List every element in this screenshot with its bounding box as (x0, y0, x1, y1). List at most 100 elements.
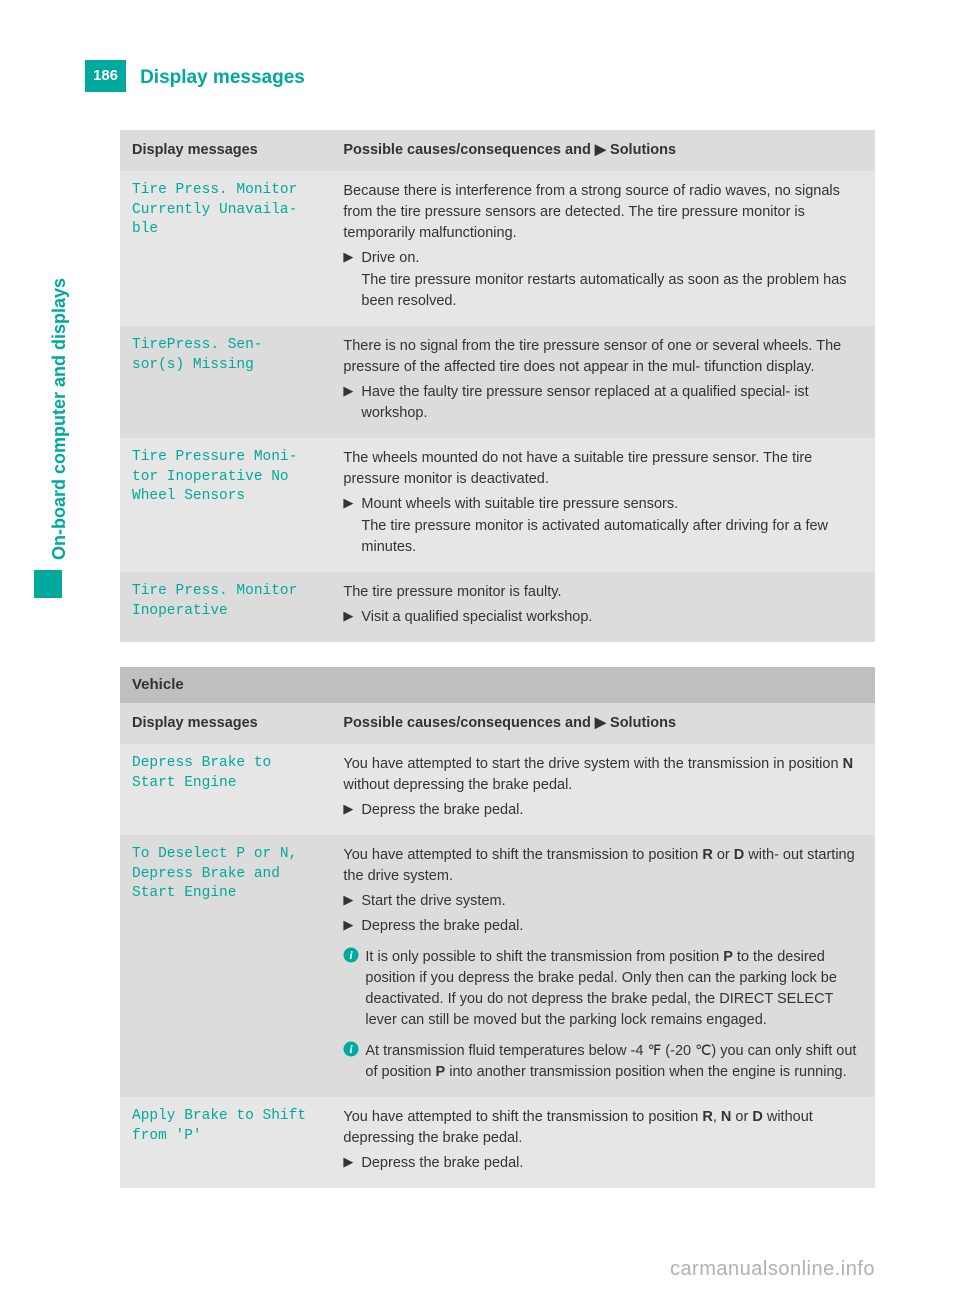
page-title: Display messages (130, 60, 315, 96)
table-row: Apply Brake to Shift from 'P' You have a… (120, 1097, 875, 1188)
side-label: On-board computer and displays (46, 278, 72, 560)
message-cell: Tire Press. Monitor Currently Unavaila‐ … (120, 171, 331, 326)
body-text: You have attempted to shift the transmis… (343, 1109, 702, 1125)
bullet-subtext: The tire pressure monitor is activated a… (361, 516, 863, 558)
info-icon: i (343, 1041, 365, 1083)
solution-cell: You have attempted to shift the transmis… (331, 835, 875, 1097)
solution-cell: Because there is interference from a str… (331, 171, 875, 326)
info-bold: P (723, 949, 733, 965)
solution-body: The tire pressure monitor is faulty. (343, 582, 863, 603)
bullet-item: ▶ Start the drive system. (343, 891, 863, 912)
bullet-arrow-icon: ▶ (343, 891, 361, 912)
body-bold: D (734, 847, 744, 863)
solution-cell: The wheels mounted do not have a suitabl… (331, 438, 875, 572)
bullet-item: ▶ Mount wheels with suitable tire pressu… (343, 494, 863, 515)
solutions-arrow-icon: ▶ (595, 715, 606, 731)
bullet-text: Start the drive system. (361, 891, 863, 912)
body-bold: R (702, 1109, 712, 1125)
bullet-arrow-icon: ▶ (343, 382, 361, 424)
bullet-item: ▶ Depress the brake pedal. (343, 1153, 863, 1174)
side-marker (34, 570, 62, 598)
message-cell: Tire Press. Monitor Inoperative (120, 572, 331, 642)
page-number: 186 (85, 60, 126, 92)
col-header-solutions: Possible causes/consequences and ▶ Solut… (331, 703, 875, 744)
table-row: TirePress. Sen‐ sor(s) Missing There is … (120, 326, 875, 438)
body-text: or (713, 847, 734, 863)
info-text-post: into another transmission position when … (445, 1064, 846, 1080)
table-header-row: Display messages Possible causes/consequ… (120, 703, 875, 744)
info-bold: P (436, 1064, 446, 1080)
header-text-pre: Possible causes/consequences and (343, 715, 594, 731)
bullet-item: ▶ Depress the brake pedal. (343, 800, 863, 821)
message-cell: Apply Brake to Shift from 'P' (120, 1097, 331, 1188)
solution-body: You have attempted to shift the transmis… (343, 845, 863, 887)
body-text: without depressing the brake pedal. (343, 777, 572, 793)
side-tab: On-board computer and displays (34, 190, 84, 600)
bullet-arrow-icon: ▶ (343, 248, 361, 269)
solution-body: Because there is interference from a str… (343, 181, 863, 244)
bullet-item: ▶ Have the faulty tire pressure sensor r… (343, 382, 863, 424)
body-bold: D (752, 1109, 762, 1125)
bullet-text: Drive on. (361, 248, 863, 269)
bullet-arrow-icon: ▶ (343, 607, 361, 628)
body-text: , (713, 1109, 721, 1125)
solutions-arrow-icon: ▶ (595, 142, 606, 158)
bullet-item: ▶ Drive on. (343, 248, 863, 269)
info-text-pre: It is only possible to shift the transmi… (365, 949, 723, 965)
body-bold: N (721, 1109, 731, 1125)
header-text-pre: Possible causes/consequences and (343, 142, 594, 158)
col-header-messages: Display messages (120, 703, 331, 744)
bullet-text: Visit a qualified specialist workshop. (361, 607, 863, 628)
header-text-post: Solutions (606, 715, 676, 731)
bullet-arrow-icon: ▶ (343, 1153, 361, 1174)
info-text: It is only possible to shift the transmi… (365, 947, 863, 1031)
col-header-messages: Display messages (120, 130, 331, 171)
body-text: You have attempted to start the drive sy… (343, 756, 842, 772)
message-cell: Tire Pressure Moni‐ tor Inoperative No W… (120, 438, 331, 572)
footer-watermark: carmanualsonline.info (670, 1255, 875, 1284)
solution-cell: You have attempted to shift the transmis… (331, 1097, 875, 1188)
bullet-text: Have the faulty tire pressure sensor rep… (361, 382, 863, 424)
table-row: Tire Pressure Moni‐ tor Inoperative No W… (120, 438, 875, 572)
info-item: i At transmission fluid temperatures bel… (343, 1041, 863, 1083)
table-row: Tire Press. Monitor Currently Unavaila‐ … (120, 171, 875, 326)
page-header: 186 Display messages (85, 60, 875, 90)
table-header-row: Display messages Possible causes/consequ… (120, 130, 875, 171)
messages-table-1: Display messages Possible causes/consequ… (120, 130, 875, 642)
solution-body: There is no signal from the tire pressur… (343, 336, 863, 378)
bullet-arrow-icon: ▶ (343, 494, 361, 515)
info-text: At transmission fluid temperatures below… (365, 1041, 863, 1083)
bullet-item: ▶ Depress the brake pedal. (343, 916, 863, 937)
message-cell: TirePress. Sen‐ sor(s) Missing (120, 326, 331, 438)
body-text: You have attempted to shift the transmis… (343, 847, 702, 863)
bullet-text: Mount wheels with suitable tire pressure… (361, 494, 863, 515)
table-row: Depress Brake to Start Engine You have a… (120, 744, 875, 835)
solution-cell: There is no signal from the tire pressur… (331, 326, 875, 438)
solution-body: You have attempted to start the drive sy… (343, 754, 863, 796)
solution-body: The wheels mounted do not have a suitabl… (343, 448, 863, 490)
bullet-text: Depress the brake pedal. (361, 800, 863, 821)
table-row: To Deselect P or N, Depress Brake and St… (120, 835, 875, 1097)
info-icon: i (343, 947, 365, 1031)
solution-body: You have attempted to shift the transmis… (343, 1107, 863, 1149)
body-text: or (731, 1109, 752, 1125)
body-bold: N (843, 756, 853, 772)
table-row: Tire Press. Monitor Inoperative The tire… (120, 572, 875, 642)
solution-cell: The tire pressure monitor is faulty. ▶ V… (331, 572, 875, 642)
bullet-text: Depress the brake pedal. (361, 1153, 863, 1174)
bullet-arrow-icon: ▶ (343, 800, 361, 821)
bullet-subtext: The tire pressure monitor restarts autom… (361, 270, 863, 312)
header-text-post: Solutions (606, 142, 676, 158)
solution-cell: You have attempted to start the drive sy… (331, 744, 875, 835)
content-area: Display messages Possible causes/consequ… (120, 130, 875, 1213)
message-cell: To Deselect P or N, Depress Brake and St… (120, 835, 331, 1097)
bullet-item: ▶ Visit a qualified specialist workshop. (343, 607, 863, 628)
col-header-solutions: Possible causes/consequences and ▶ Solut… (331, 130, 875, 171)
messages-table-2: Display messages Possible causes/consequ… (120, 703, 875, 1188)
info-item: i It is only possible to shift the trans… (343, 947, 863, 1031)
bullet-arrow-icon: ▶ (343, 916, 361, 937)
section-heading: Vehicle (120, 667, 875, 703)
message-cell: Depress Brake to Start Engine (120, 744, 331, 835)
bullet-text: Depress the brake pedal. (361, 916, 863, 937)
body-bold: R (702, 847, 712, 863)
